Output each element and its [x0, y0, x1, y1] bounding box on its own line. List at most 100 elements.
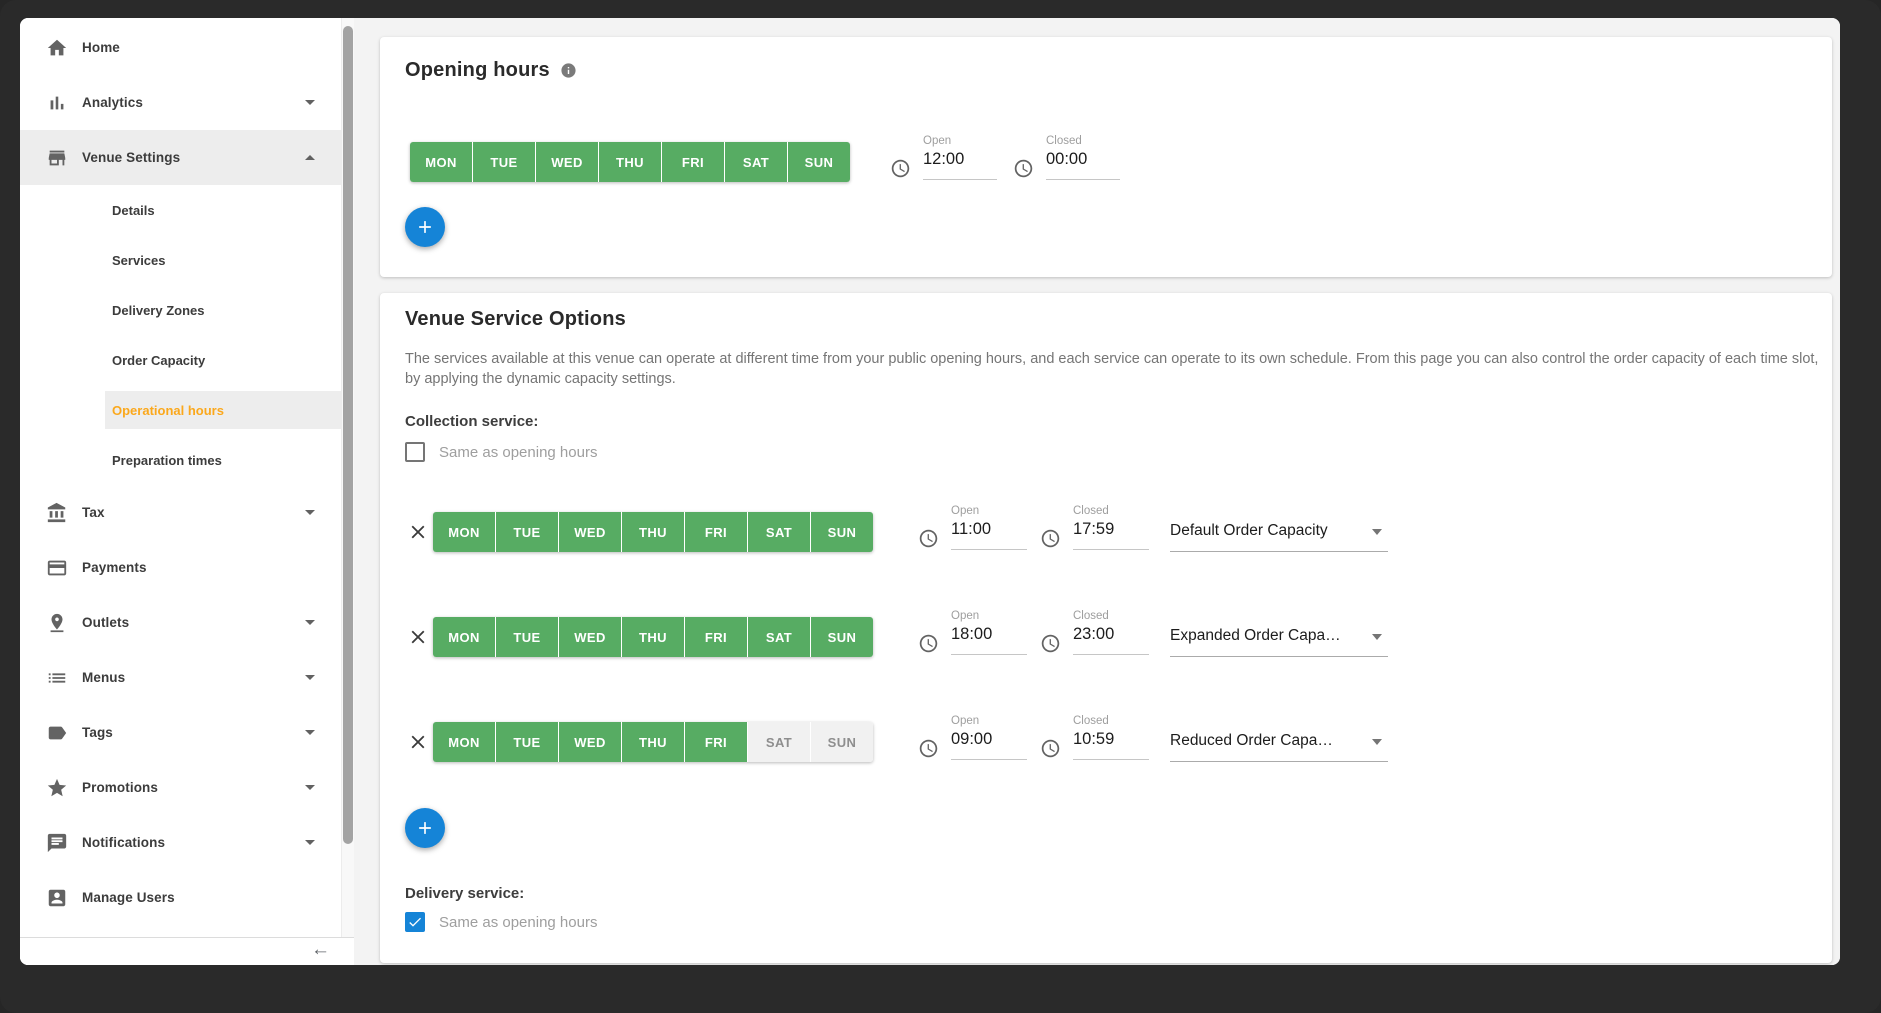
sidebar-item-tax[interactable]: Tax	[20, 485, 341, 540]
outlets-icon	[50, 613, 64, 632]
day-toggle-sat[interactable]: SAT	[748, 722, 810, 762]
day-toggle-mon[interactable]: MON	[433, 617, 495, 657]
scrollbar-thumb[interactable]	[343, 26, 353, 844]
sidebar-footer: ←	[20, 937, 354, 965]
day-toggle-thu[interactable]: THU	[622, 722, 684, 762]
day-toggle-tue[interactable]: TUE	[496, 722, 558, 762]
day-toggle-sun[interactable]: SUN	[811, 722, 873, 762]
chevron-down-icon	[305, 675, 315, 680]
day-toggle-sun[interactable]: SUN	[788, 142, 850, 182]
opening-hours-title: Opening hours	[405, 59, 550, 81]
open-time-field-input[interactable]: Open 11:00	[951, 505, 1027, 550]
sidebar-item-menus[interactable]: Menus	[20, 650, 341, 705]
sidebar-item-manage-users[interactable]: Manage Users	[20, 870, 341, 925]
sidebar-subitem-details[interactable]: Details	[20, 185, 341, 235]
day-toggle-fri[interactable]: FRI	[685, 617, 747, 657]
day-toggle-tue[interactable]: TUE	[496, 617, 558, 657]
open-time-field-input[interactable]: Open 09:00	[951, 715, 1027, 760]
sidebar-item-home[interactable]: Home	[20, 20, 341, 75]
day-toggle-mon[interactable]: MON	[433, 512, 495, 552]
active-subitem-highlight	[105, 391, 341, 429]
closed-time-field: Closed 23:00	[1040, 610, 1149, 655]
sidebar-item-analytics[interactable]: Analytics	[20, 75, 341, 130]
sidebar-item-label: Tags	[82, 725, 113, 740]
collection-same-as-row: Same as opening hours	[405, 442, 597, 462]
sidebar-subitem-order-capacity[interactable]: Order Capacity	[20, 335, 341, 385]
open-time-input[interactable]: Open 12:00	[923, 135, 997, 180]
order-capacity-dropdown[interactable]: Reduced Order Capa…	[1170, 722, 1388, 762]
closed-time-field-input[interactable]: Closed 17:59	[1073, 505, 1149, 550]
sidebar-item-payments[interactable]: Payments	[20, 540, 341, 595]
day-toggle-mon[interactable]: MON	[410, 142, 472, 182]
sidebar-subitem-services[interactable]: Services	[20, 235, 341, 285]
sidebar-item-tags[interactable]: Tags	[20, 705, 341, 760]
menus-icon	[48, 672, 66, 683]
order-capacity-dropdown[interactable]: Default Order Capacity	[1170, 512, 1388, 552]
sidebar-subitem-label: Operational hours	[112, 402, 224, 418]
payments-icon	[46, 557, 68, 579]
day-toggle-fri[interactable]: FRI	[685, 722, 747, 762]
closed-time-input[interactable]: Closed 00:00	[1046, 135, 1120, 180]
day-toggle-thu[interactable]: THU	[622, 617, 684, 657]
day-toggle-fri[interactable]: FRI	[662, 142, 724, 182]
remove-row-button[interactable]	[407, 626, 429, 648]
sidebar-item-outlets[interactable]: Outlets	[20, 595, 341, 650]
sidebar-subitem-operational-hours[interactable]: Operational hours	[20, 385, 341, 435]
day-toggle-sat[interactable]: SAT	[748, 512, 810, 552]
day-toggle-thu[interactable]: THU	[622, 512, 684, 552]
info-icon[interactable]	[560, 62, 577, 79]
delivery-same-as-checkbox[interactable]	[405, 912, 425, 932]
service-hours-row: MON TUE WED THU FRI SAT SUN Open 09:00 Closed 10:5…	[380, 715, 1832, 762]
clock-icon	[918, 633, 939, 654]
menus-icon	[46, 667, 68, 689]
dropdown-arrow-icon	[1372, 739, 1382, 745]
home-icon	[46, 37, 68, 59]
opening-hours-closed-field: Closed 00:00	[1013, 135, 1120, 180]
check-icon	[409, 917, 421, 927]
day-toggle-tue[interactable]: TUE	[473, 142, 535, 182]
venue-service-options-card: Venue Service Options The services avail…	[380, 293, 1832, 963]
sidebar-item-promotions[interactable]: Promotions	[20, 760, 341, 815]
add-opening-hours-button[interactable]	[405, 207, 445, 247]
clock-icon	[890, 158, 911, 179]
sidebar-subitem-delivery-zones[interactable]: Delivery Zones	[20, 285, 341, 335]
day-toggle-wed[interactable]: WED	[559, 512, 621, 552]
sidebar-subitem-preparation-times[interactable]: Preparation times	[20, 435, 341, 485]
add-service-hours-button[interactable]	[405, 808, 445, 848]
chevron-down-icon	[305, 785, 315, 790]
day-toggle-wed[interactable]: WED	[559, 722, 621, 762]
clock-icon	[1041, 529, 1060, 548]
closed-time-field-input[interactable]: Closed 23:00	[1073, 610, 1149, 655]
collection-same-as-checkbox[interactable]	[405, 442, 425, 462]
payments-icon	[47, 560, 67, 575]
day-toggle-sat[interactable]: SAT	[725, 142, 787, 182]
order-capacity-dropdown[interactable]: Expanded Order Capa…	[1170, 617, 1388, 657]
day-toggle-tue[interactable]: TUE	[496, 512, 558, 552]
clock-icon	[918, 528, 939, 549]
open-time-field-input[interactable]: Open 18:00	[951, 610, 1027, 655]
day-toggle-mon[interactable]: MON	[433, 722, 495, 762]
opening-hours-card: Opening hours MON TUE WED THU FRI SAT SUN Open…	[380, 37, 1832, 277]
tags-icon	[46, 722, 68, 744]
closed-time-field-input[interactable]: Closed 10:59	[1073, 715, 1149, 760]
sidebar-scrollbar[interactable]	[341, 18, 354, 937]
home-icon	[47, 39, 67, 55]
day-toggle-sat[interactable]: SAT	[748, 617, 810, 657]
sidebar-item-notifications[interactable]: Notifications	[20, 815, 341, 870]
collapse-sidebar-icon[interactable]: ←	[311, 939, 330, 960]
day-toggle-fri[interactable]: FRI	[685, 512, 747, 552]
service-hours-row: MON TUE WED THU FRI SAT SUN Open 18:00 Closed 23:0…	[380, 610, 1832, 657]
remove-row-button[interactable]	[407, 731, 429, 753]
day-toggle-wed[interactable]: WED	[559, 617, 621, 657]
sidebar-item-venue-settings[interactable]: Venue Settings	[20, 130, 341, 185]
sidebar-item-label: Home	[82, 40, 120, 55]
venue-service-options-title: Venue Service Options	[405, 308, 626, 330]
day-toggle-wed[interactable]: WED	[536, 142, 598, 182]
plus-icon	[419, 221, 431, 233]
day-toggle-sun[interactable]: SUN	[811, 617, 873, 657]
day-toggle-sun[interactable]: SUN	[811, 512, 873, 552]
collection-service-rows: MON TUE WED THU FRI SAT SUN Open 11:00 Closed 17:5…	[380, 505, 1832, 827]
remove-row-button[interactable]	[407, 521, 429, 543]
day-toggle-thu[interactable]: THU	[599, 142, 661, 182]
main-content: Opening hours MON TUE WED THU FRI SAT SUN Open…	[354, 18, 1840, 965]
